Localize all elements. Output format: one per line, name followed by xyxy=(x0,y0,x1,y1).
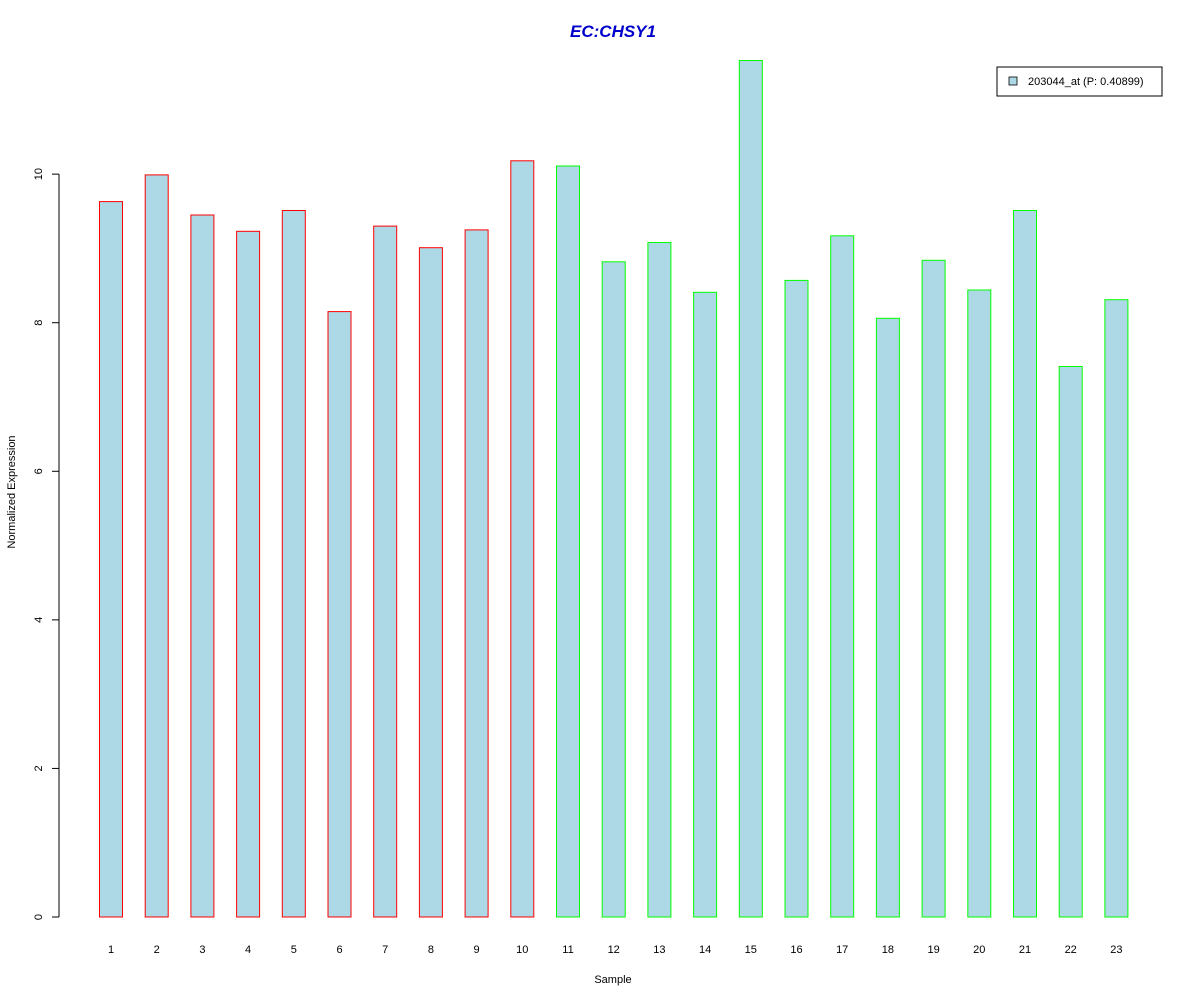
x-tick-label: 18 xyxy=(882,944,894,956)
bar-sample-23 xyxy=(1104,299,1129,918)
bar-sample-10 xyxy=(510,160,535,918)
x-tick-label: 7 xyxy=(382,944,388,956)
legend: 203044_at (P: 0.40899) xyxy=(996,66,1163,97)
bars-group xyxy=(99,60,1129,918)
y-axis: 0 2 4 6 8 10 xyxy=(33,168,60,920)
x-tick-label: 8 xyxy=(428,944,434,956)
bar-sample-14 xyxy=(693,291,718,918)
x-tick-label: 15 xyxy=(745,944,757,956)
bar-sample-19 xyxy=(921,259,946,918)
x-tick-label: 10 xyxy=(516,944,528,956)
bar-sample-6 xyxy=(327,311,352,918)
x-tick-label: 5 xyxy=(291,944,297,956)
bar-sample-11 xyxy=(556,165,580,918)
bar-sample-22 xyxy=(1058,366,1083,918)
x-tick-label: 20 xyxy=(973,944,985,956)
bar-sample-12 xyxy=(601,261,626,918)
x-tick-label: 13 xyxy=(653,944,665,956)
x-tick-label: 1 xyxy=(108,944,114,956)
bar-sample-1 xyxy=(99,201,123,918)
y-tick-label: 0 xyxy=(33,914,45,920)
bar-sample-3 xyxy=(190,214,215,918)
bar-sample-15 xyxy=(738,60,763,918)
x-tick-label: 4 xyxy=(245,944,251,956)
x-tick-label: 19 xyxy=(927,944,939,956)
bar-sample-7 xyxy=(373,225,398,918)
bar-sample-5 xyxy=(281,210,306,918)
legend-label: 203044_at (P: 0.40899) xyxy=(1028,76,1144,88)
y-axis-label: Normalized Expression xyxy=(6,435,18,548)
x-tick-label: 16 xyxy=(790,944,802,956)
x-tick-label: 22 xyxy=(1065,944,1077,956)
legend-box xyxy=(996,66,1163,97)
bar-sample-20 xyxy=(967,289,992,918)
bar-sample-8 xyxy=(418,247,443,918)
legend-swatch xyxy=(1008,76,1018,86)
x-tick-label: 3 xyxy=(199,944,205,956)
x-tick-label: 9 xyxy=(474,944,480,956)
x-tick-label: 23 xyxy=(1110,944,1122,956)
bar-sample-21 xyxy=(1013,210,1037,918)
bar-sample-18 xyxy=(875,317,900,918)
x-tick-label: 6 xyxy=(336,944,342,956)
y-tick-label: 4 xyxy=(33,617,45,623)
x-tick-label: 2 xyxy=(154,944,160,956)
x-axis-label: Sample xyxy=(594,974,631,986)
y-tick-label: 8 xyxy=(33,320,45,326)
bar-sample-9 xyxy=(464,229,489,918)
bar-sample-16 xyxy=(784,279,809,918)
x-tick-label: 12 xyxy=(608,944,620,956)
y-tick-label: 2 xyxy=(33,765,45,771)
x-tick-label: 21 xyxy=(1019,944,1031,956)
x-tick-labels: 1 2 3 4 5 6 7 8 9 10 11 12 13 14 15 16 17 18 19 20 21 22 23 xyxy=(108,944,1123,956)
x-tick-label: 11 xyxy=(562,944,573,956)
bar-sample-2 xyxy=(144,174,169,918)
chart-title: EC:CHSY1 xyxy=(570,22,656,41)
bar-sample-17 xyxy=(830,235,855,918)
bar-sample-4 xyxy=(236,230,261,918)
bar-sample-13 xyxy=(647,242,672,918)
y-tick-label: 10 xyxy=(33,168,45,180)
x-tick-label: 17 xyxy=(836,944,848,956)
y-tick-label: 6 xyxy=(33,468,45,474)
x-tick-label: 14 xyxy=(699,944,711,956)
